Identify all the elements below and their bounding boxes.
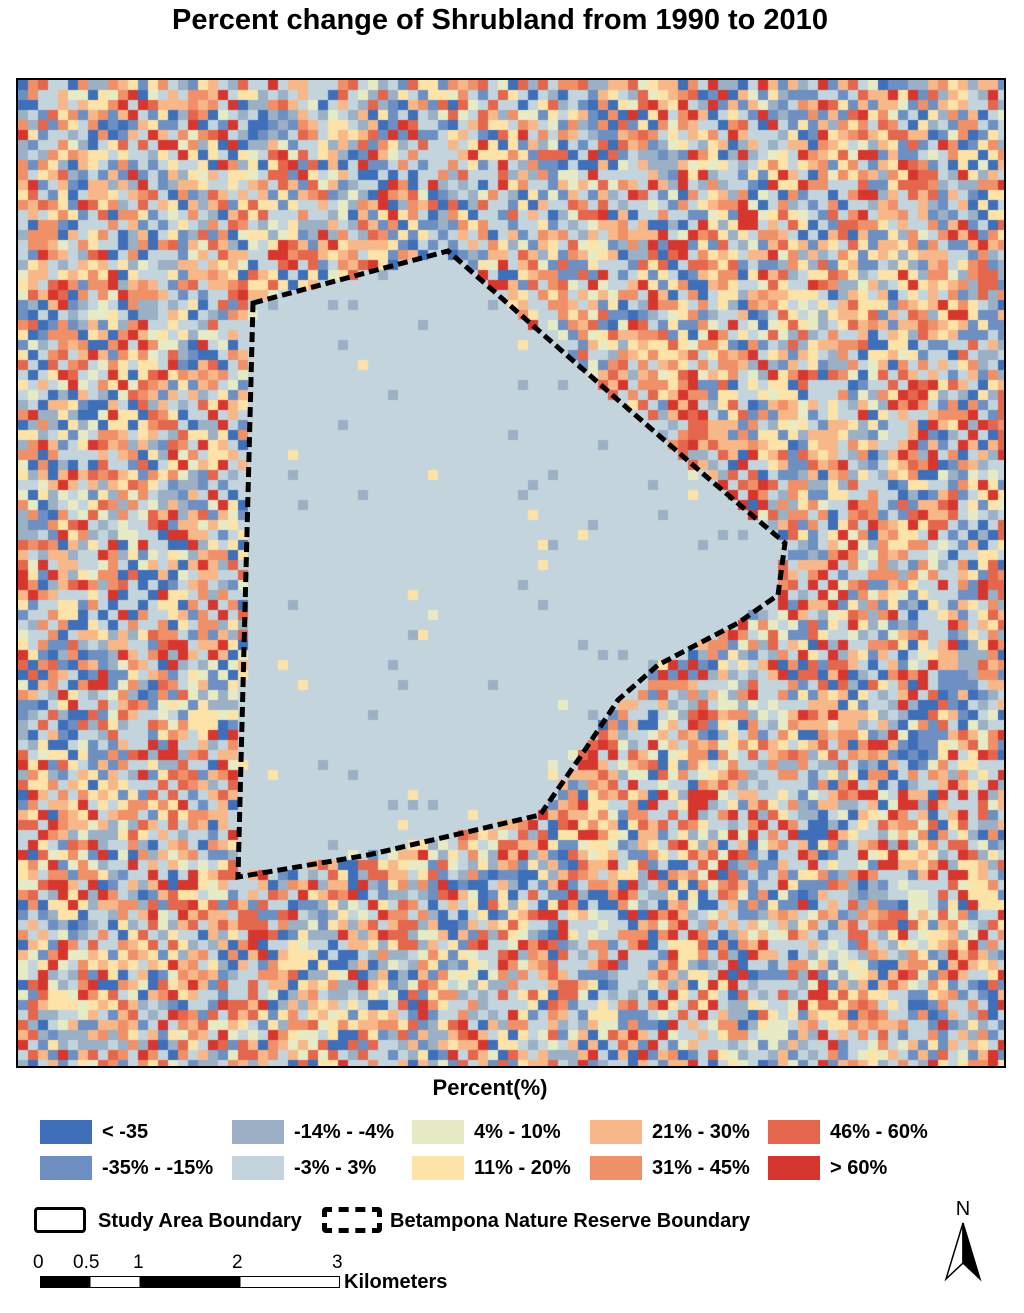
reserve-label: Betampona Nature Reserve Boundary bbox=[390, 1210, 751, 1232]
legend-swatch bbox=[590, 1156, 642, 1180]
legend-swatch bbox=[232, 1156, 284, 1180]
north-arrow-icon: N bbox=[944, 1198, 982, 1282]
betampona-reserve-polygon bbox=[235, 248, 788, 880]
legend-label: > 60% bbox=[830, 1157, 888, 1179]
reserve-swatch bbox=[322, 1207, 382, 1233]
legend-label: 4% - 10% bbox=[474, 1121, 561, 1143]
map-title: Percent change of Shrubland from 1990 to… bbox=[172, 4, 828, 36]
scale-unit-label: Kilometers bbox=[344, 1271, 448, 1293]
legend-label: -35% - -15% bbox=[102, 1157, 214, 1179]
legend-label: < -35 bbox=[102, 1121, 149, 1143]
scale-tick-label: 0.5 bbox=[73, 1252, 100, 1273]
legend-swatch bbox=[412, 1156, 464, 1180]
legend-swatch bbox=[412, 1120, 464, 1144]
scale-tick-label: 0 bbox=[33, 1252, 44, 1273]
scale-tick-label: 2 bbox=[232, 1252, 243, 1273]
north-label: N bbox=[956, 1198, 970, 1220]
scale-bar-graphic bbox=[40, 1276, 340, 1288]
study-area-swatch bbox=[34, 1207, 86, 1233]
legend-swatch bbox=[590, 1120, 642, 1144]
legend-swatch bbox=[768, 1120, 820, 1144]
legend-title: Percent(%) bbox=[432, 1075, 548, 1100]
legend-label: -3% - 3% bbox=[294, 1157, 377, 1179]
legend-label: 31% - 45% bbox=[652, 1157, 750, 1179]
reserve-boundary-overlay bbox=[235, 248, 788, 880]
study-area-map bbox=[16, 78, 1006, 1068]
legend-swatch bbox=[40, 1156, 92, 1180]
legend-label: 46% - 60% bbox=[830, 1121, 928, 1143]
study-area-label: Study Area Boundary bbox=[98, 1210, 302, 1232]
legend-label: 11% - 20% bbox=[474, 1157, 571, 1179]
legend-swatch bbox=[768, 1156, 820, 1180]
scale-tick-label: 3 bbox=[332, 1252, 343, 1273]
legend-label: -14% - -4% bbox=[294, 1121, 395, 1143]
legend-label: 21% - 30% bbox=[652, 1121, 750, 1143]
legend-swatch bbox=[40, 1120, 92, 1144]
legend-swatch bbox=[232, 1120, 284, 1144]
shrubland-change-raster bbox=[18, 80, 1004, 1066]
scale-tick-label: 1 bbox=[133, 1252, 144, 1273]
